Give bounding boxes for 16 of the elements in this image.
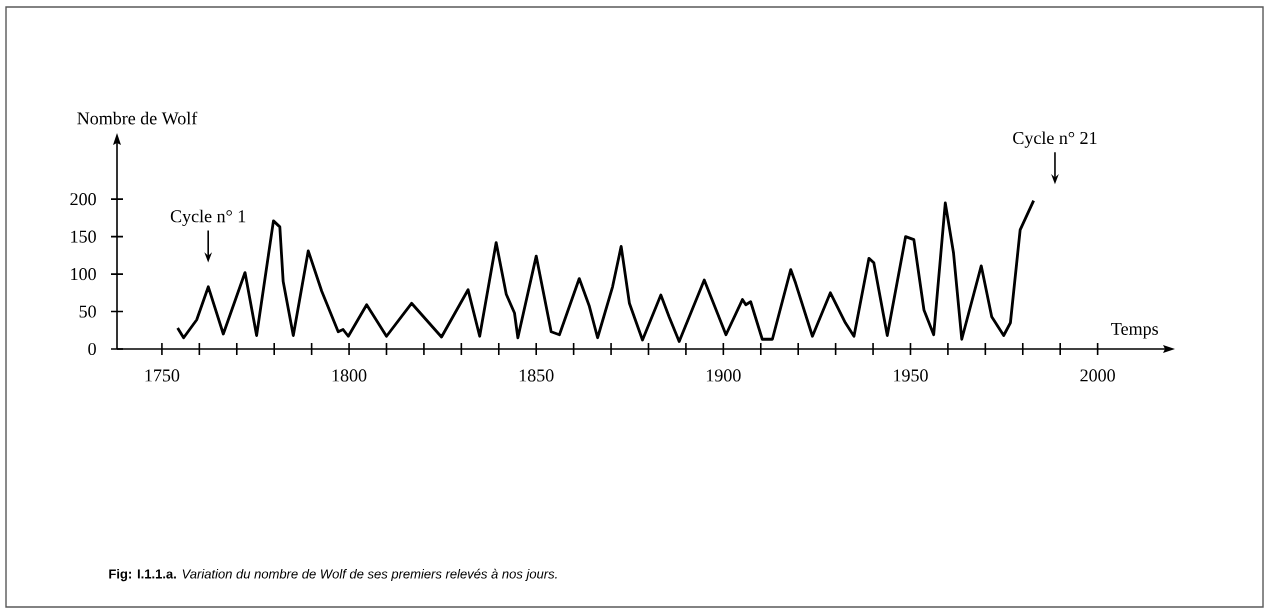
x-tick-label: 2000 [1080, 369, 1115, 382]
y-tick-label: 0 [88, 342, 96, 356]
x-tick-label: 1950 [894, 369, 928, 382]
y-tick-label: 150 [71, 230, 96, 243]
text: Fig: I.1.1.a. Variation du nombre de Wolf de ses premiers relevés à nos jours. [109, 568, 557, 582]
y-tick-label: 50 [79, 305, 96, 318]
x-tick-label: 1800 [332, 369, 367, 382]
y-tick-label: 100 [71, 267, 96, 281]
annotation: Cycle n° 1 [170, 209, 246, 227]
x-tick-label: 1850 [519, 369, 554, 382]
x-tick-label: 1750 [145, 369, 180, 382]
x-tick-label: 1900 [706, 369, 741, 382]
annotation: Cycle n° 21 [1013, 131, 1097, 148]
x-axis-title: Temps [1111, 322, 1158, 339]
y-tick-label: 200 [70, 193, 96, 206]
y-axis-title: Nombre de Wolf [77, 111, 198, 125]
